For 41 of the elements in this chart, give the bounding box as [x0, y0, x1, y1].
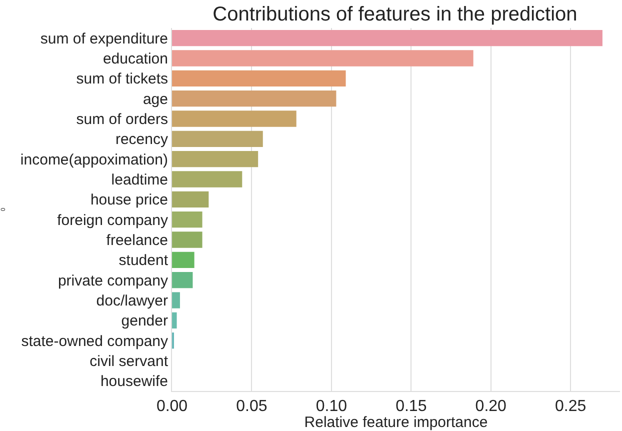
y-tick-label: sum of tickets — [76, 70, 168, 88]
bar — [172, 30, 602, 46]
bar — [172, 272, 193, 288]
y-tick-label: doc/lawyer — [96, 292, 168, 310]
bar — [172, 50, 474, 66]
bar — [172, 252, 194, 268]
y-tick-label: freelance — [106, 232, 168, 249]
y-tick-label: gender — [121, 312, 168, 330]
y-tick-label: recency — [115, 131, 168, 148]
x-axis-title: Relative feature importance — [304, 414, 488, 431]
bar — [172, 212, 202, 228]
x-tick-label: 0.15 — [396, 398, 427, 416]
y-tick-label: leadtime — [111, 172, 168, 188]
y-tick-label: sum of orders — [76, 111, 168, 128]
chart-title: Contributions of features in the prediction — [212, 3, 578, 26]
bar — [172, 292, 180, 308]
y-tick-label: foreign company — [57, 212, 168, 229]
x-tick-label: 0.05 — [236, 398, 268, 416]
y-tick-label: sum of expenditure — [40, 30, 168, 48]
bar — [172, 90, 336, 107]
y-tick-label: education — [102, 50, 168, 68]
y-tick-label: age — [142, 90, 168, 108]
x-tick-label: 0.00 — [156, 398, 188, 416]
bar — [172, 171, 242, 188]
y-tick-label: student — [118, 252, 169, 270]
bar — [172, 70, 346, 86]
bar — [172, 130, 263, 147]
bar — [172, 232, 202, 248]
bar — [172, 151, 258, 168]
y-tick-label: house price — [90, 192, 168, 209]
x-tick-label: 0.10 — [316, 398, 348, 416]
x-tick-label: 0.20 — [475, 398, 507, 416]
bar — [172, 312, 177, 328]
y-tick-label: housewife — [100, 373, 168, 390]
y-tick-label: state-owned company — [21, 332, 168, 350]
y-tick-label: civil servant — [90, 353, 169, 370]
bar — [172, 110, 296, 127]
y-tick-label: income(appoximation) — [20, 151, 168, 168]
x-tick-label: 0.25 — [555, 398, 586, 416]
y-tick-label: private company — [58, 272, 168, 290]
bar — [172, 191, 209, 208]
